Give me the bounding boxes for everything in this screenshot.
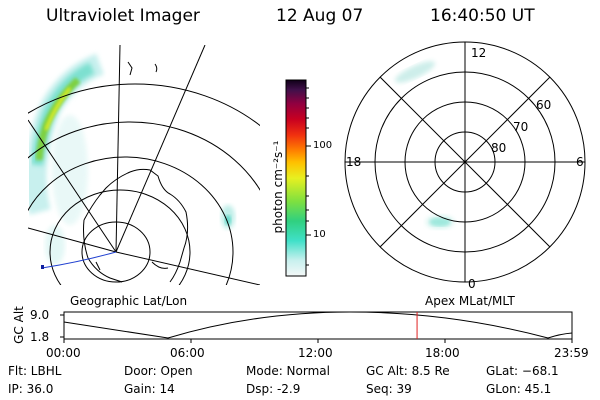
info-gc-alt: GC Alt: 8.5 Re — [366, 364, 450, 378]
orbit-x-tick-1200: 12:00 — [298, 346, 333, 360]
geographic-map — [28, 45, 260, 285]
polar-label-6: 6 — [576, 155, 584, 169]
orbit-y-ticks — [60, 314, 64, 338]
latitude-circles — [28, 83, 260, 285]
info-seq: Seq: 39 — [366, 382, 412, 396]
date-label: 12 Aug 07 — [276, 6, 364, 26]
polar-label-0: 0 — [468, 277, 476, 291]
orbit-y-tick-9: 9.0 — [30, 308, 50, 322]
colorbar-label-10: 10 — [313, 229, 326, 240]
meridians — [28, 45, 260, 285]
orbit-axis-label: GC Alt — [12, 306, 26, 344]
info-door: Door: Open — [124, 364, 193, 378]
polar-label-18: 18 — [346, 155, 362, 169]
orbit-y-tick-1-8: 1.8 — [30, 330, 50, 344]
orbit-x-tick-1800: 18:00 — [425, 346, 460, 360]
geographic-label: Geographic Lat/Lon — [70, 294, 188, 308]
colorbar-unit-label: photon cm⁻²s⁻¹ — [271, 140, 285, 234]
colorbar — [285, 79, 307, 277]
info-ip: IP: 36.0 — [8, 382, 54, 396]
polar-lat-80: 80 — [491, 141, 507, 155]
polar-plot — [344, 41, 586, 283]
ground-track — [41, 251, 117, 269]
orbit-x-tick-2359: 23:59 — [554, 346, 589, 360]
polar-label-12: 12 — [471, 46, 487, 60]
orbit-frame — [63, 311, 573, 340]
info-gain: Gain: 14 — [124, 382, 175, 396]
colorbar-label-100: 100 — [313, 140, 333, 151]
info-filter: Flt: LBHL — [8, 364, 62, 378]
polar-lat-60: 60 — [536, 98, 552, 112]
info-glat: GLat: −68.1 — [486, 364, 559, 378]
orbit-x-tick-0000: 00:00 — [46, 346, 81, 360]
info-dsp: Dsp: -2.9 — [246, 382, 301, 396]
orbit-x-tick-0600: 06:00 — [170, 346, 205, 360]
colorbar-minor-ticks — [306, 87, 309, 266]
apex-label: Apex MLat/MLT — [425, 294, 515, 308]
info-glon: GLon: 45.1 — [486, 382, 552, 396]
aurora-oval-left — [28, 53, 235, 265]
instrument-title: Ultraviolet Imager — [46, 6, 200, 26]
orbit-x-ticks — [63, 339, 573, 343]
altitude-curve — [63, 311, 573, 339]
orbit-panel — [60, 311, 573, 343]
time-label: 16:40:50 UT — [430, 6, 535, 26]
polar-lat-70: 70 — [513, 120, 529, 134]
info-mode: Mode: Normal — [246, 364, 330, 378]
aurora-oval-right — [394, 61, 454, 229]
coastline — [83, 168, 189, 283]
